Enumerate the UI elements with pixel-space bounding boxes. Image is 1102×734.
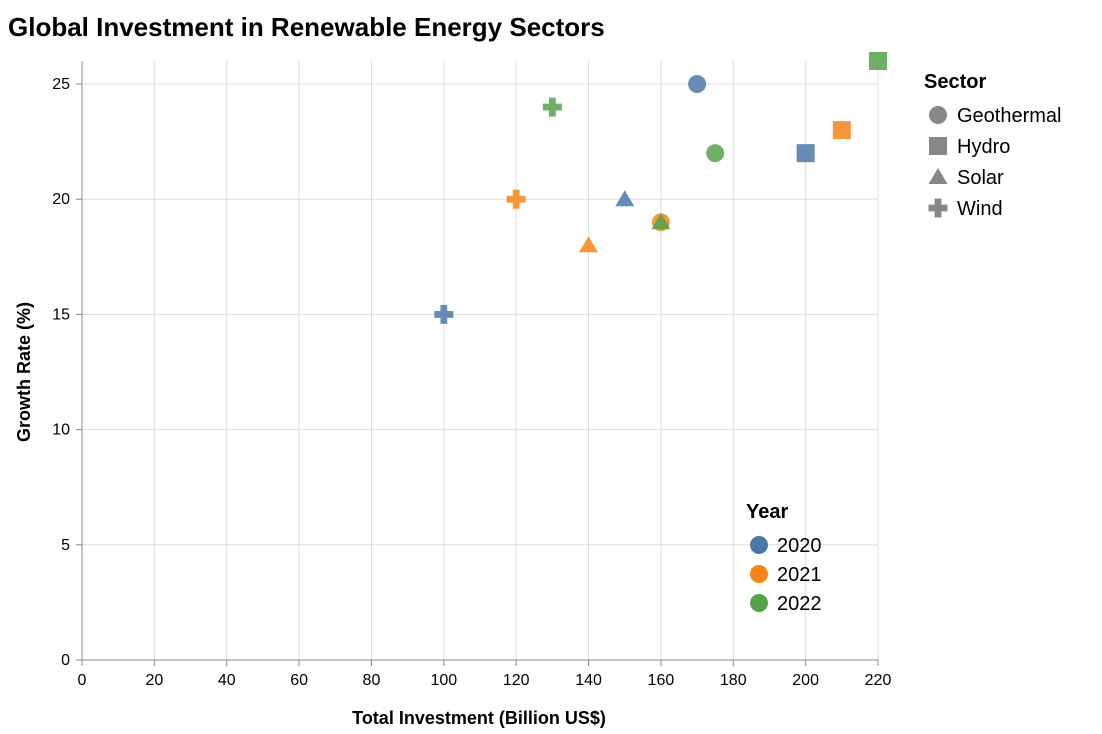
point-solar-2021 (579, 236, 599, 253)
y-tick-label: 5 (61, 537, 70, 554)
sector-legend-label: Wind (957, 198, 1003, 220)
point-geothermal-2022 (706, 144, 725, 163)
point-wind-2020 (434, 304, 454, 324)
point-hydro-2020 (796, 144, 815, 163)
sector-legend-label: Geothermal (957, 105, 1062, 127)
y-tick-label: 20 (52, 191, 70, 208)
legend-year-swatch (750, 536, 768, 554)
x-tick-label: 180 (720, 672, 747, 689)
x-tick-label: 100 (430, 672, 457, 689)
x-tick-label: 20 (145, 672, 163, 689)
legend-triangle-icon (928, 168, 948, 184)
x-tick-label: 120 (503, 672, 530, 689)
legend-year-swatch (750, 594, 768, 612)
point-solar-2022 (651, 213, 671, 230)
year-legend: Year 2020 2021 2022 (746, 501, 822, 615)
sector-legend-label: Hydro (957, 136, 1010, 158)
point-geothermal-2020 (688, 75, 707, 94)
sector-legend: Sector Geothermal Hydro Solar Wind (924, 71, 1062, 220)
y-tick-label: 15 (52, 306, 70, 323)
y-tick-label: 10 (52, 422, 70, 439)
x-axis-title: Total Investment (Billion US$) (352, 708, 606, 728)
year-legend-label: 2022 (777, 593, 822, 615)
y-axis-title: Growth Rate (%) (14, 302, 34, 442)
legend-cross-icon (928, 198, 948, 218)
x-tick-label: 160 (648, 672, 675, 689)
y-tick-label: 0 (61, 652, 70, 669)
point-wind-2021 (506, 189, 526, 209)
data-points (434, 52, 887, 324)
point-hydro-2021 (832, 121, 851, 140)
x-tick-label: 200 (792, 672, 819, 689)
x-tick-label: 80 (363, 672, 381, 689)
x-tick-label: 140 (575, 672, 602, 689)
year-legend-label: 2021 (777, 564, 822, 586)
year-legend-label: 2020 (777, 535, 822, 557)
legend-circle-icon (929, 106, 947, 124)
sector-legend-title: Sector (924, 71, 986, 93)
year-legend-title: Year (746, 501, 788, 523)
point-wind-2022 (542, 97, 562, 117)
chart-title: Global Investment in Renewable Energy Se… (8, 12, 605, 42)
axes: 0 20 40 60 80 100 120 140 160 180 200 220 0 5 10 15 20 25 (52, 61, 891, 689)
legend-square-icon (929, 137, 947, 155)
sector-legend-label: Solar (957, 167, 1004, 189)
x-tick-label: 220 (865, 672, 892, 689)
point-solar-2020 (615, 190, 635, 207)
x-tick-label: 40 (218, 672, 236, 689)
x-tick-label: 60 (290, 672, 308, 689)
legend-year-swatch (750, 565, 768, 583)
x-tick-label: 0 (78, 672, 87, 689)
point-hydro-2022 (869, 52, 887, 70)
y-tick-label: 25 (52, 76, 70, 93)
